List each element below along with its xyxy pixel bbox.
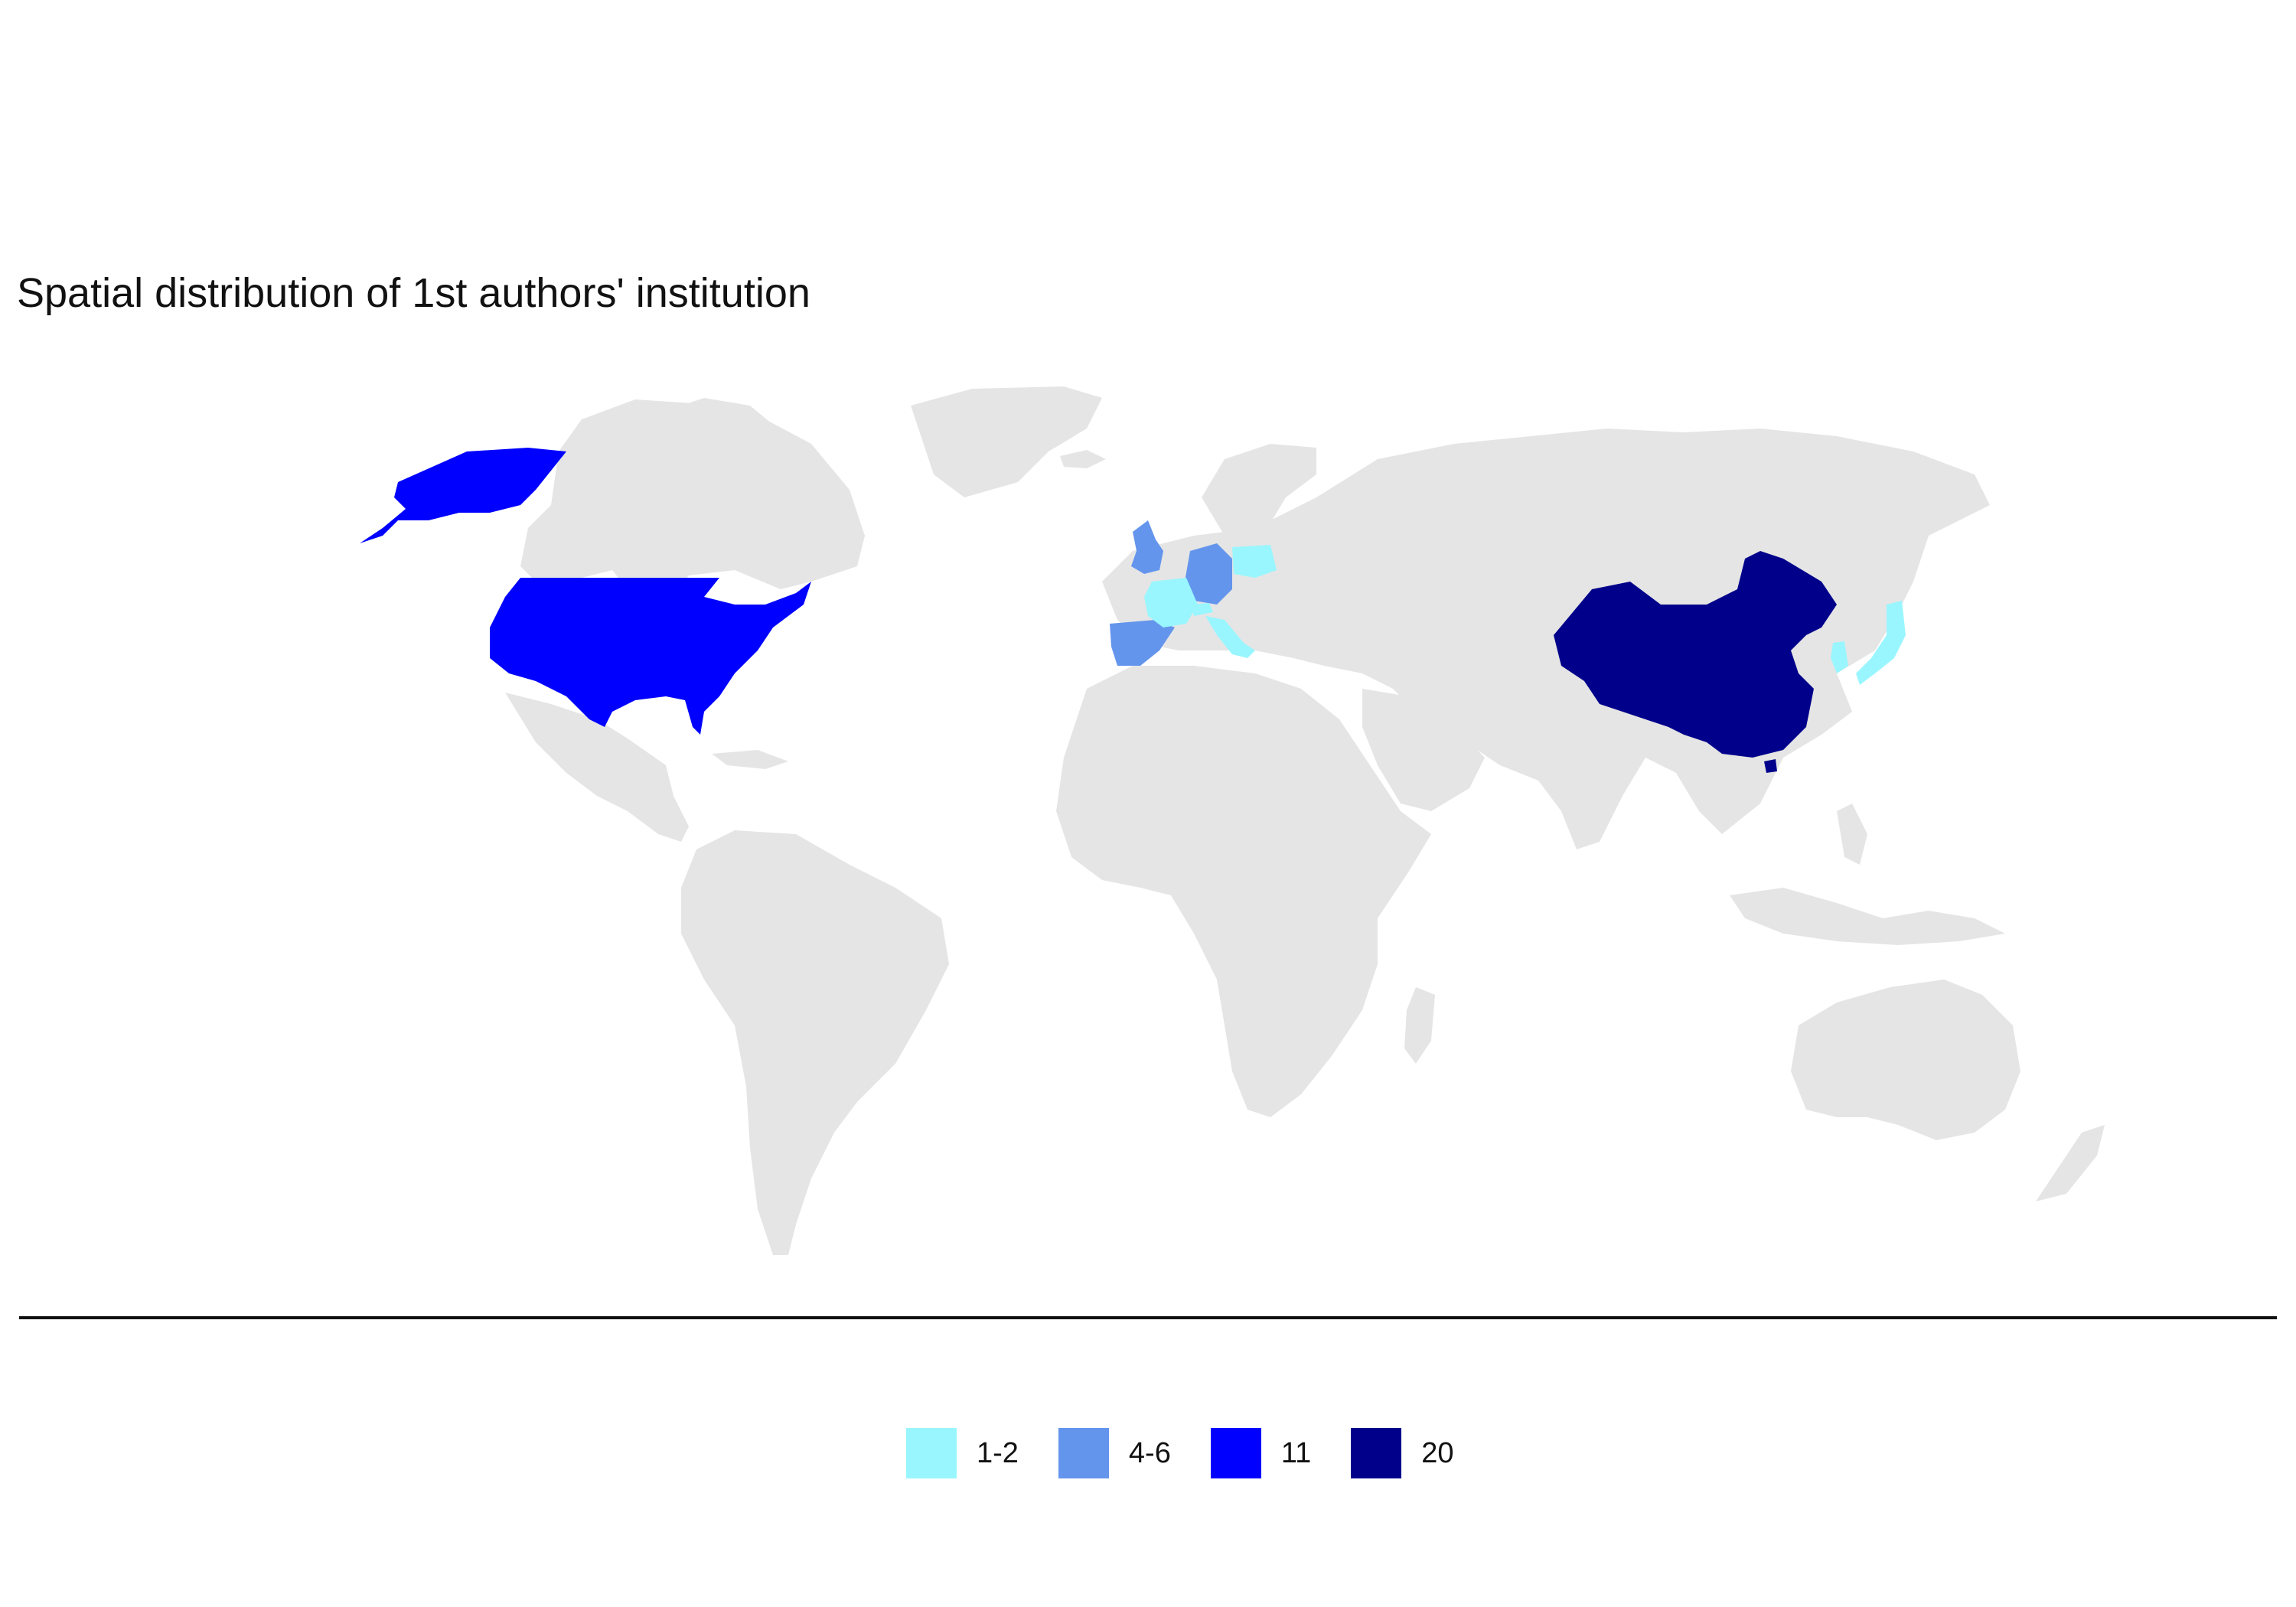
land-south-america [681, 830, 949, 1255]
legend: 1-2 4-6 11 20 [906, 1428, 1454, 1478]
region-italy [1205, 616, 1255, 658]
region-spain [1110, 620, 1175, 666]
legend-swatch-4-6 [1058, 1428, 1109, 1478]
region-china [1554, 551, 1837, 758]
legend-swatch-11 [1210, 1428, 1261, 1478]
region-hainan [1764, 759, 1777, 773]
region-japan [1856, 601, 1906, 685]
land-layer [505, 386, 2105, 1255]
land-arabia [1362, 689, 1485, 811]
land-australia [1791, 980, 2020, 1140]
region-switzerland [1190, 603, 1213, 616]
land-sea-islands [1730, 888, 2005, 945]
legend-item-20: 20 [1351, 1428, 1454, 1478]
land-arctic-islands [658, 398, 773, 436]
legend-swatch-1-2 [906, 1428, 957, 1478]
land-north-america [520, 399, 865, 605]
region-germany [1185, 543, 1232, 605]
land-greenland [911, 386, 1102, 497]
land-new-zealand [2036, 1125, 2105, 1201]
region-poland [1232, 545, 1277, 578]
legend-label-4-6: 4-6 [1128, 1436, 1171, 1469]
legend-label-1-2: 1-2 [977, 1436, 1019, 1469]
land-africa [1056, 666, 1431, 1117]
region-alaska [360, 448, 566, 543]
land-iceland [1060, 450, 1106, 468]
legend-label-20: 20 [1421, 1436, 1454, 1469]
region-south-korea [1831, 641, 1848, 673]
map-title: Spatial distribution of 1st authors' ins… [17, 270, 810, 316]
region-united-states [490, 578, 811, 735]
land-mexico [505, 693, 689, 842]
legend-label-11: 11 [1280, 1436, 1312, 1469]
land-caribbean [712, 750, 788, 769]
legend-item-11: 11 [1210, 1428, 1312, 1478]
legend-swatch-20 [1351, 1428, 1402, 1478]
region-france [1144, 578, 1198, 627]
land-madagascar [1404, 987, 1435, 1064]
land-philippines [1837, 804, 1867, 865]
land-scandinavia [1202, 444, 1316, 551]
highlight-layer [360, 448, 1906, 773]
legend-item-1-2: 1-2 [906, 1428, 1019, 1478]
legend-item-4-6: 4-6 [1058, 1428, 1171, 1478]
region-united-kingdom [1131, 520, 1163, 574]
